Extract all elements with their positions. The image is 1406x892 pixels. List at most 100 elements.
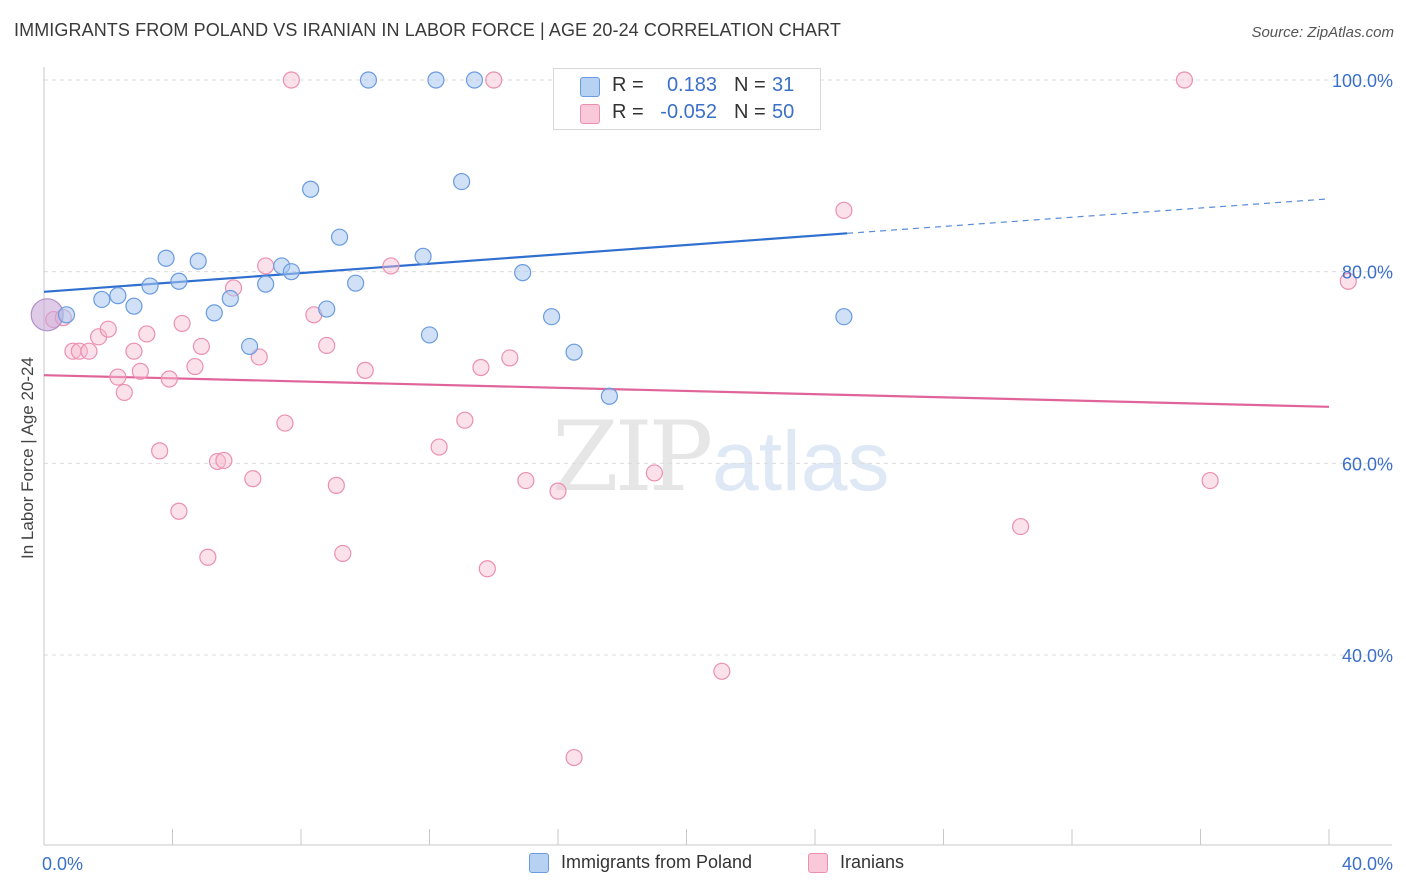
r-value: 0.183 xyxy=(666,74,717,96)
legend-label-iranians: Iranians xyxy=(840,852,905,872)
iranians-point xyxy=(485,71,503,89)
poland-point xyxy=(359,71,378,89)
iranians-point xyxy=(215,451,233,470)
iranians-point xyxy=(282,71,300,89)
axes xyxy=(43,67,1392,846)
poland-point xyxy=(414,247,432,265)
iranians-point xyxy=(250,348,268,366)
poland-point xyxy=(109,287,127,305)
y-tick-label: 60.0% xyxy=(1342,454,1393,474)
poland-point xyxy=(257,275,275,293)
iranians-point xyxy=(356,361,374,379)
poland-points xyxy=(30,71,853,405)
source-label: Source: ZipAtlas.com xyxy=(1251,24,1394,41)
iranians-point xyxy=(131,362,149,380)
iranians-point xyxy=(456,411,474,429)
iranians-swatch xyxy=(580,104,600,124)
poland-point xyxy=(330,228,349,246)
iranians-point xyxy=(835,201,853,219)
poland-point xyxy=(600,387,619,405)
n-value: 31 xyxy=(772,74,795,96)
poland-point xyxy=(170,272,188,290)
poland-point xyxy=(241,337,259,356)
iranians-point xyxy=(1201,471,1219,490)
watermark-atlas: atlas xyxy=(712,414,889,508)
poland-point xyxy=(93,290,111,309)
x-tick-label: 40.0% xyxy=(1342,854,1393,874)
iranians-point xyxy=(478,560,496,578)
y-tick-label: 80.0% xyxy=(1342,263,1393,283)
n-label: N = xyxy=(734,101,766,123)
legend-row-poland: R = 0.183 N = 31 xyxy=(554,74,820,100)
poland-point xyxy=(420,326,439,344)
watermark-zip: ZIP xyxy=(552,401,711,513)
poland-point xyxy=(465,71,484,89)
poland-point xyxy=(302,180,320,198)
poland-point xyxy=(542,308,561,326)
iranians-point xyxy=(115,383,133,402)
x-tick-label: 0.0% xyxy=(42,854,83,874)
poland-point xyxy=(205,304,223,322)
iranians-point xyxy=(1011,517,1030,536)
iranians-point xyxy=(99,320,117,338)
poland-point xyxy=(221,289,239,308)
iranians-point xyxy=(138,325,156,343)
iranians-point xyxy=(713,662,731,680)
poland-point xyxy=(125,297,143,315)
iranians-point xyxy=(565,748,583,767)
r-value: -0.052 xyxy=(660,101,717,123)
iranians-trend-line xyxy=(43,374,1330,408)
iranians-point xyxy=(192,337,211,356)
iranians-point xyxy=(334,544,352,563)
iranians-point xyxy=(472,358,490,377)
poland-point xyxy=(282,263,300,281)
iranians-point xyxy=(1339,272,1357,290)
iranians-point xyxy=(170,502,188,520)
tick-labels: 40.0% 60.0% 80.0% 100.0% 0.0% 40.0% xyxy=(42,71,1393,874)
poland-point xyxy=(157,249,175,267)
gridlines xyxy=(44,79,1392,656)
iranians-point xyxy=(160,370,178,388)
legend-item-poland[interactable]: Immigrants from Poland xyxy=(529,852,752,873)
iranians-point xyxy=(186,357,204,376)
iranians-point xyxy=(80,342,98,360)
iranians-point xyxy=(109,368,127,386)
poland-point xyxy=(427,71,445,89)
y-tick-label: 100.0% xyxy=(1332,71,1393,91)
iranians-point xyxy=(382,257,400,275)
legend-label-poland: Immigrants from Poland xyxy=(561,852,753,872)
chart-title: IMMIGRANTS FROM POLAND VS IRANIAN IN LAB… xyxy=(14,20,841,40)
r-label: R = xyxy=(612,74,644,96)
iranians-point xyxy=(276,414,294,432)
n-label: N = xyxy=(734,74,766,96)
iranians-point xyxy=(257,257,275,275)
poland-point xyxy=(57,306,76,324)
watermark: ZIP atlas xyxy=(552,401,889,513)
n-value: 50 xyxy=(772,101,795,123)
poland-point xyxy=(453,172,471,191)
poland-trend-extension xyxy=(847,198,1330,234)
iranians-point xyxy=(517,471,535,490)
poland-point xyxy=(514,264,532,282)
iranians-point xyxy=(151,442,169,460)
poland-point xyxy=(835,308,853,326)
iranians-point xyxy=(173,314,191,333)
iranians-point xyxy=(244,470,262,488)
iranians-swatch xyxy=(808,852,828,873)
correlation-legend: R = 0.183 N = 31 R = -0.052 N = 50 xyxy=(553,68,821,130)
iranians-point xyxy=(549,482,567,500)
iranians-point xyxy=(125,342,143,360)
iranians-point xyxy=(645,464,663,482)
iranians-point xyxy=(318,336,336,355)
r-label: R = xyxy=(612,101,644,123)
iranians-point xyxy=(208,452,227,471)
poland-point xyxy=(318,300,336,318)
poland-point xyxy=(347,274,365,292)
iranians-point xyxy=(199,548,217,566)
legend-item-iranians[interactable]: Iranians xyxy=(808,852,904,873)
iranians-point xyxy=(430,438,448,456)
poland-swatch xyxy=(580,77,600,97)
iranians-point xyxy=(327,476,345,494)
poland-swatch xyxy=(529,852,549,873)
